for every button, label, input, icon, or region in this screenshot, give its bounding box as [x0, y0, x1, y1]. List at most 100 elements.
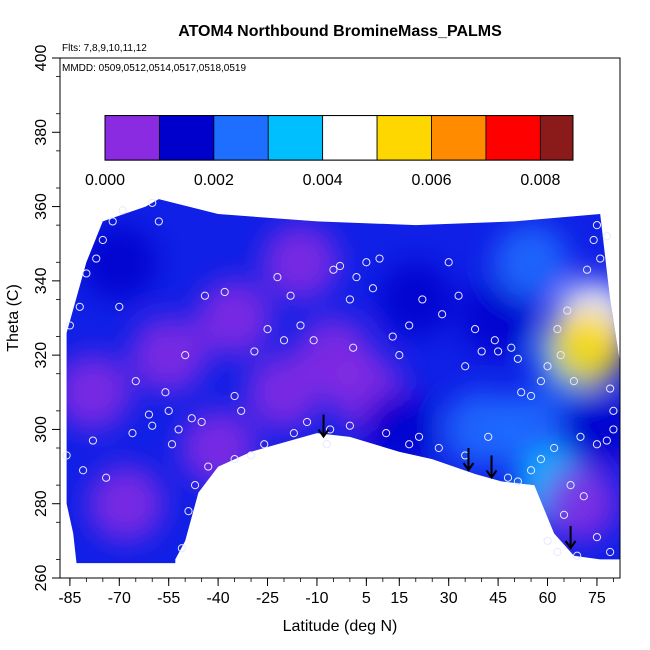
- sample-point: [246, 451, 256, 460]
- sample-point: [513, 477, 522, 486]
- sample-point: [490, 336, 499, 345]
- sample-point: [329, 265, 338, 274]
- heatmap-blob: [549, 309, 621, 386]
- sample-point: [388, 332, 397, 341]
- sample-point: [543, 362, 552, 371]
- sample-points: [62, 198, 618, 560]
- sample-point: [118, 206, 127, 215]
- trajectory-arrows: [317, 414, 577, 550]
- sample-point: [204, 462, 213, 471]
- y-axis-tick-label: 300: [33, 416, 50, 443]
- sample-point: [98, 235, 107, 245]
- sample-point: [592, 440, 602, 449]
- sample-point: [184, 507, 193, 516]
- sample-point: [273, 273, 282, 282]
- x-axis-tick-label: 5: [362, 590, 371, 607]
- sample-point: [148, 198, 157, 207]
- x-axis-tick-label: -55: [157, 590, 180, 607]
- heatmap-blob: [87, 465, 164, 542]
- sample-point: [559, 510, 569, 519]
- colorbar-segment: [431, 115, 487, 161]
- x-axis: -85 -70 -55 -40 -25 -10 5 15 30 45 60 75: [58, 578, 614, 607]
- heatmap-blob: [558, 391, 621, 468]
- sample-point: [92, 254, 101, 263]
- sample-point: [345, 421, 354, 430]
- sample-point: [154, 217, 163, 226]
- colorbar-segment: [104, 115, 160, 161]
- sample-point: [230, 455, 239, 464]
- y-axis-tick-label: 320: [33, 342, 50, 369]
- x-axis-tick-label: 60: [539, 590, 557, 607]
- sample-point: [82, 269, 91, 278]
- sample-point: [582, 265, 592, 274]
- sample-point: [286, 291, 295, 300]
- y-axis-label: Theta (C): [5, 284, 22, 352]
- sample-point: [144, 410, 154, 419]
- sample-point: [536, 377, 546, 386]
- sample-point: [375, 254, 384, 263]
- x-axis-tick-label: -40: [207, 590, 230, 607]
- sample-point: [536, 455, 546, 464]
- sample-point: [131, 377, 140, 386]
- sample-point: [335, 261, 345, 271]
- sample-point: [405, 440, 414, 449]
- sample-point: [102, 473, 111, 482]
- trajectory-arrow: [564, 526, 577, 550]
- heatmap-blob: [493, 224, 570, 301]
- x-axis-tick-label: 30: [440, 590, 458, 607]
- heatmap-blob: [66, 354, 131, 431]
- sample-point: [200, 291, 210, 300]
- sample-point: [309, 336, 318, 345]
- sample-point: [517, 388, 526, 397]
- colorbar-segment: [539, 115, 574, 161]
- sample-point: [279, 336, 289, 345]
- sample-point: [434, 443, 443, 453]
- sample-point: [563, 306, 572, 315]
- sample-point: [62, 451, 71, 460]
- colorbar-tick-label: 0.004: [303, 172, 343, 189]
- sample-point: [88, 436, 98, 445]
- sample-point: [573, 551, 582, 560]
- sample-point: [579, 492, 588, 501]
- sample-point: [260, 440, 269, 449]
- sample-point: [187, 414, 196, 423]
- x-axis-label: Latitude (deg N): [283, 618, 398, 635]
- sample-point: [148, 421, 157, 430]
- y-axis-tick-label: 260: [33, 565, 50, 592]
- sample-point: [444, 258, 453, 267]
- sample-point: [592, 221, 602, 230]
- colorbar-segment: [213, 115, 269, 161]
- heatmap-blob: [130, 317, 207, 394]
- sample-point: [494, 347, 503, 356]
- sample-point: [606, 547, 615, 557]
- sample-point: [461, 362, 470, 371]
- sample-point: [250, 347, 259, 356]
- sample-point: [382, 429, 391, 438]
- colorbar-segment: [322, 115, 378, 161]
- colorbar-segment: [376, 115, 432, 161]
- sample-point: [362, 258, 371, 267]
- x-axis-tick-label: 75: [588, 590, 606, 607]
- chart-subtitle-dates: MMDD: 0509,0512,0514,0517,0518,0519: [62, 63, 246, 74]
- sample-point: [589, 235, 598, 245]
- sample-point: [368, 284, 378, 293]
- sample-point: [566, 481, 575, 490]
- colorbar-tick-label: 0.000: [85, 172, 125, 189]
- sample-point: [609, 406, 618, 415]
- colorbar-segment: [159, 115, 215, 161]
- colorbar-tick-label: 0.008: [520, 172, 560, 189]
- sample-point: [197, 417, 206, 427]
- colorbar-tick-label: 0.006: [411, 172, 451, 189]
- sample-point: [326, 425, 335, 434]
- heatmap-blob: [460, 280, 537, 356]
- sample-point: [302, 417, 312, 427]
- sample-point: [296, 321, 305, 330]
- sample-point: [553, 547, 562, 557]
- sample-point: [322, 440, 331, 449]
- heatmap-blob: [262, 224, 339, 301]
- arrow-head: [485, 469, 498, 480]
- colorbar-segments: [104, 115, 574, 161]
- sample-point: [352, 273, 361, 282]
- colorbar-segment: [267, 115, 324, 161]
